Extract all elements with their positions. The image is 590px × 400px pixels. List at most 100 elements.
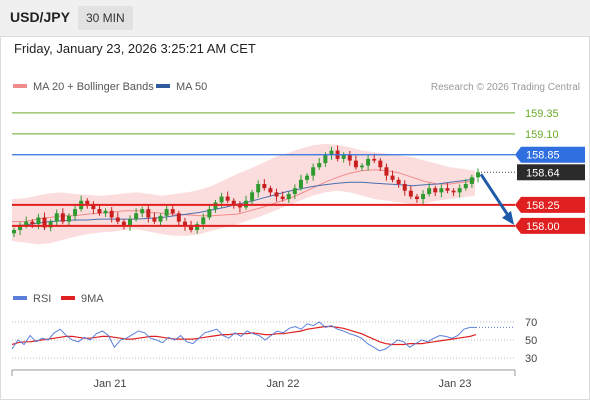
candle-body (109, 210, 114, 218)
candle (384, 163, 389, 181)
candle (134, 208, 139, 222)
candle-body (457, 188, 462, 193)
candle-body (360, 165, 364, 168)
candle-body (146, 209, 151, 218)
level-label-support: 158.00 (526, 221, 560, 233)
candle-body (128, 219, 132, 226)
x-tick-label: Jan 22 (266, 378, 299, 390)
candle (360, 163, 364, 172)
candle (353, 155, 358, 170)
candle (182, 217, 187, 231)
rsi-legend-swatch (61, 296, 75, 300)
candle-body (274, 192, 279, 197)
candle (237, 201, 242, 213)
candle-body (54, 213, 59, 222)
legend-swatch (13, 84, 27, 88)
candle-body (366, 158, 371, 166)
rsi-tick-label: 70 (525, 317, 537, 329)
candle-body (341, 154, 346, 159)
candle-body (36, 217, 41, 225)
timeframe-button[interactable]: 30 MIN (78, 6, 133, 30)
forecast-arrow-head (502, 210, 514, 225)
candle-body (121, 221, 126, 226)
last-price-label: 158.64 (526, 167, 560, 179)
level-tag-support (515, 217, 585, 234)
candle-body (378, 160, 383, 168)
candle-body (469, 177, 474, 184)
candle (445, 183, 450, 194)
candle-body (207, 209, 212, 218)
rsi-legend-label: RSI (33, 293, 51, 305)
ma50-line (11, 178, 476, 227)
candle (421, 190, 426, 205)
candle (274, 188, 279, 202)
forecast-arrow-shaft (479, 173, 511, 218)
candle-body (280, 196, 285, 200)
rsi-line (11, 321, 476, 352)
candle (42, 212, 47, 230)
candle (390, 170, 395, 183)
candle (60, 208, 65, 225)
candle-body (414, 196, 419, 200)
candle-body (219, 196, 224, 203)
candle (268, 185, 273, 197)
candle (207, 204, 212, 220)
candle-body (195, 224, 200, 230)
currency-pair: USD/JPY (10, 9, 70, 25)
candle (317, 158, 322, 170)
rsi-9ma-line (11, 325, 477, 346)
candle (225, 191, 230, 204)
candle (158, 213, 163, 226)
header-bar: USD/JPY 30 MIN (0, 0, 590, 37)
rsi-tick-label: 30 (525, 353, 537, 365)
candle (164, 205, 169, 221)
candle (280, 191, 285, 202)
candle (195, 221, 200, 234)
candle-body (176, 213, 181, 222)
candle-body (182, 221, 187, 226)
candle (427, 183, 432, 197)
candle-body (231, 200, 236, 205)
candle-body (225, 196, 230, 201)
candle (121, 219, 126, 230)
candle (109, 207, 114, 223)
candle (170, 204, 175, 216)
candle (311, 163, 316, 181)
candle (347, 150, 352, 166)
candle-body (372, 158, 377, 161)
candle (451, 188, 456, 197)
legend-label: MA 20 + Bollinger Bands (33, 81, 154, 93)
candle-body (164, 209, 169, 216)
x-tick-label: Jan 21 (93, 378, 126, 390)
candle (152, 212, 157, 225)
candle-body (140, 209, 145, 214)
candle-body (152, 217, 157, 222)
legend-swatch (156, 84, 170, 88)
candle-body (103, 210, 108, 214)
last-price-tag (517, 164, 585, 181)
candle-body (60, 213, 65, 222)
candle (146, 205, 151, 223)
level-tag-resistance (515, 146, 585, 163)
candle-body (250, 192, 255, 201)
candle (73, 205, 78, 221)
ma20-line (12, 169, 476, 223)
candle-body (268, 188, 273, 193)
candle-body (384, 167, 389, 176)
candle-body (97, 209, 102, 214)
candle (85, 198, 90, 209)
candle (66, 213, 71, 226)
candle-body (170, 209, 175, 214)
candle-body (402, 184, 407, 191)
candle-body (66, 215, 71, 222)
candle-body (18, 225, 23, 230)
candle-body (115, 217, 120, 222)
candle-body (353, 160, 358, 168)
candle-body (237, 204, 242, 208)
timestamp: Friday, January 23, 2026 3:25:21 AM CET (14, 41, 256, 56)
bollinger-band (12, 143, 475, 245)
candle-body (189, 225, 194, 230)
candle (372, 153, 377, 164)
candle (292, 184, 297, 200)
candle-body (85, 200, 90, 205)
